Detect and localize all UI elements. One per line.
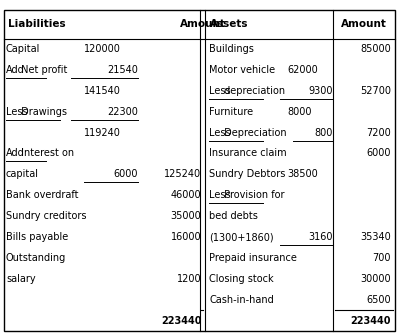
Text: 800: 800 (315, 128, 333, 138)
Text: Depreciation: Depreciation (221, 128, 286, 138)
Text: Liabilities: Liabilities (8, 19, 65, 29)
Text: 35000: 35000 (171, 211, 201, 221)
Text: bed debts: bed debts (209, 211, 258, 221)
Text: 85000: 85000 (360, 44, 391, 54)
Text: 21540: 21540 (107, 65, 138, 75)
Text: 52700: 52700 (360, 86, 391, 96)
Text: capital: capital (6, 169, 39, 179)
Text: Prepaid insurance: Prepaid insurance (209, 253, 297, 263)
Text: Motor vehicle: Motor vehicle (209, 65, 276, 75)
Text: 30000: 30000 (360, 274, 391, 284)
Text: 35340: 35340 (360, 232, 391, 242)
Text: Drawings: Drawings (18, 107, 67, 117)
Text: 22300: 22300 (107, 107, 138, 117)
Text: 700: 700 (373, 253, 391, 263)
Text: Less: Less (209, 86, 231, 96)
Text: 8000: 8000 (287, 107, 312, 117)
Text: depreciation: depreciation (221, 86, 285, 96)
Text: 3160: 3160 (309, 232, 333, 242)
Text: 62000: 62000 (287, 65, 318, 75)
Text: Add: Add (6, 149, 25, 159)
Text: Add: Add (6, 65, 25, 75)
Text: Assets: Assets (209, 19, 248, 29)
Text: 9300: 9300 (309, 86, 333, 96)
Text: salary: salary (6, 274, 36, 284)
Text: Cash-in-hand: Cash-in-hand (209, 295, 274, 305)
Text: Less: Less (209, 190, 231, 200)
Text: Interest on: Interest on (18, 149, 74, 159)
Text: 141540: 141540 (84, 86, 120, 96)
Text: Amount: Amount (180, 19, 225, 29)
Text: Net profit: Net profit (18, 65, 67, 75)
Text: Less: Less (209, 128, 231, 138)
Text: Insurance claim: Insurance claim (209, 149, 287, 159)
Text: Bills payable: Bills payable (6, 232, 68, 242)
Text: 6000: 6000 (367, 149, 391, 159)
Text: 1200: 1200 (177, 274, 201, 284)
Text: Capital: Capital (6, 44, 40, 54)
Text: 120000: 120000 (84, 44, 120, 54)
Text: Furniture: Furniture (209, 107, 254, 117)
Text: Bank overdraft: Bank overdraft (6, 190, 79, 200)
Text: 38500: 38500 (287, 169, 318, 179)
Text: Provision for: Provision for (221, 190, 284, 200)
Text: 125240: 125240 (164, 169, 201, 179)
Text: (1300+1860): (1300+1860) (209, 232, 274, 242)
Text: 46000: 46000 (171, 190, 201, 200)
Text: Closing stock: Closing stock (209, 274, 274, 284)
Text: 7200: 7200 (366, 128, 391, 138)
Text: 16000: 16000 (171, 232, 201, 242)
Text: 6000: 6000 (113, 169, 138, 179)
Text: 119240: 119240 (84, 128, 120, 138)
Text: Amount: Amount (341, 19, 387, 29)
Text: 223440: 223440 (161, 316, 201, 326)
Text: Buildings: Buildings (209, 44, 254, 54)
Text: Less: Less (6, 107, 28, 117)
Text: Outstanding: Outstanding (6, 253, 66, 263)
Text: 6500: 6500 (366, 295, 391, 305)
Text: Sundry Debtors: Sundry Debtors (209, 169, 286, 179)
Text: 223440: 223440 (350, 316, 391, 326)
Text: Sundry creditors: Sundry creditors (6, 211, 87, 221)
